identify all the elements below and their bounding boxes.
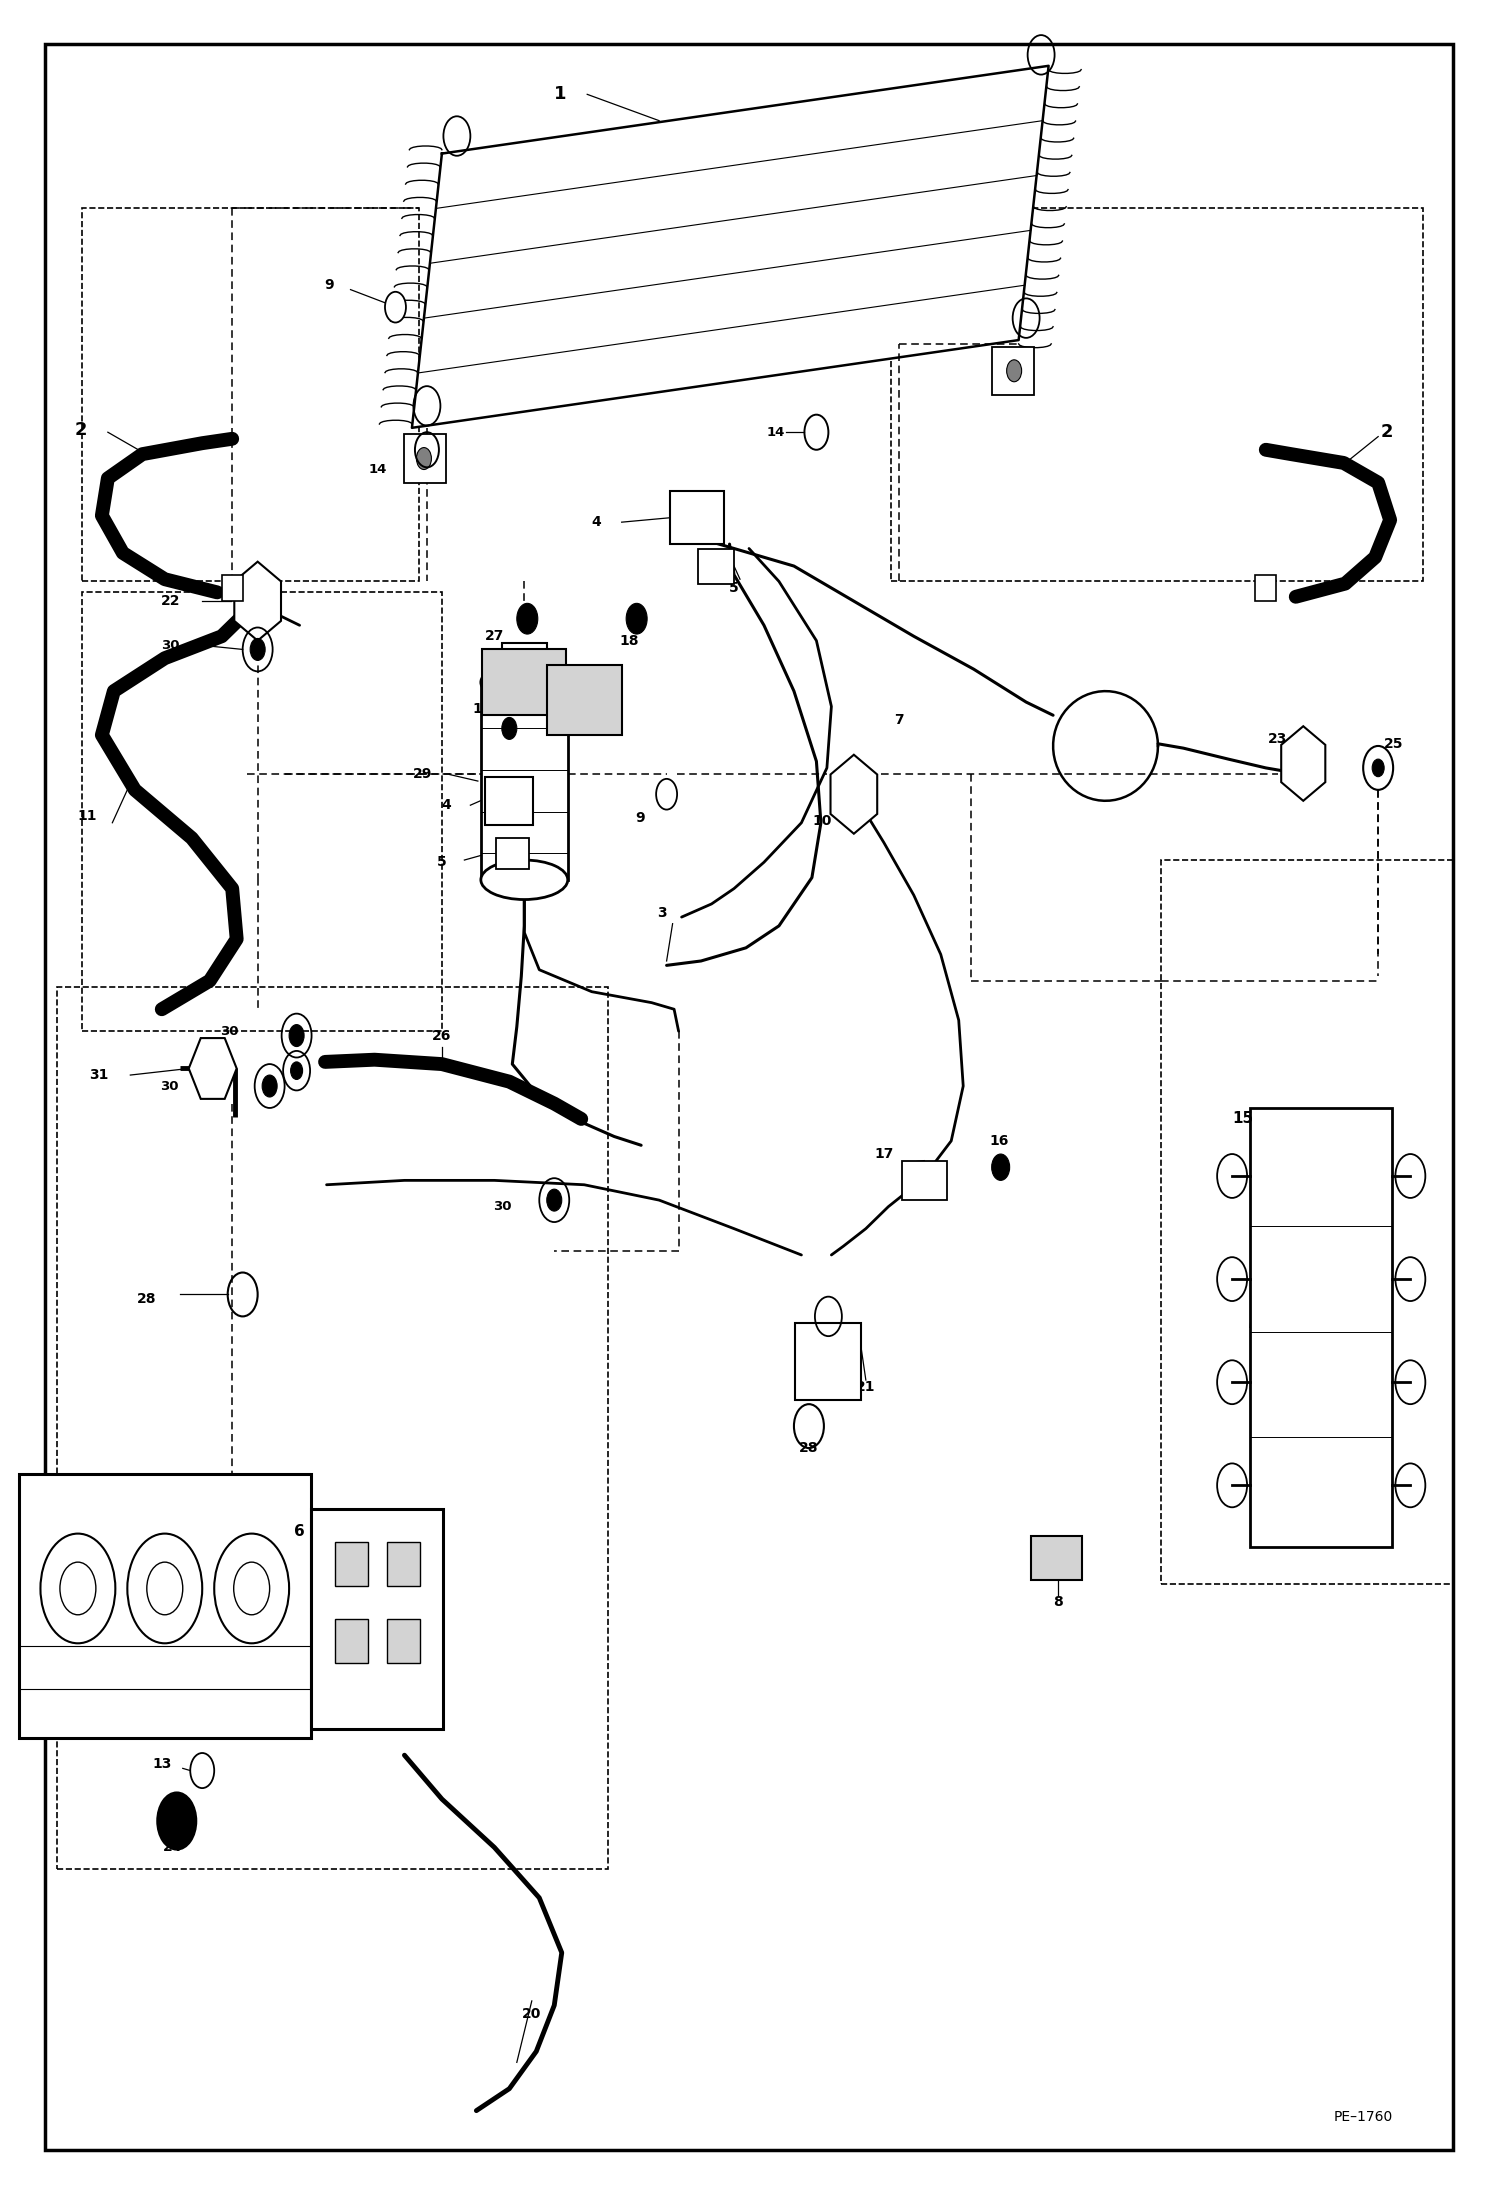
Bar [336, 1542, 369, 1586]
Circle shape [1372, 759, 1384, 777]
Text: 8: 8 [1053, 1595, 1062, 1608]
Text: 10: 10 [813, 814, 831, 827]
Text: 22: 22 [160, 595, 181, 608]
Polygon shape [412, 66, 1049, 428]
Bar [502, 643, 547, 682]
Circle shape [289, 1025, 304, 1047]
Text: 5: 5 [730, 581, 739, 595]
Bar [992, 347, 1034, 395]
Text: 6: 6 [294, 1525, 306, 1538]
Text: 12: 12 [592, 713, 613, 726]
Bar [388, 1619, 421, 1663]
Circle shape [291, 1062, 303, 1079]
Text: 9: 9 [325, 279, 334, 292]
Bar [404, 434, 446, 483]
Bar [496, 838, 529, 869]
Circle shape [547, 1189, 562, 1211]
Text: 11: 11 [76, 810, 97, 823]
Circle shape [992, 1154, 1010, 1180]
Bar [57, 987, 608, 1869]
Text: 13: 13 [153, 1757, 171, 1771]
Bar [388, 1542, 421, 1586]
Circle shape [517, 603, 538, 634]
Bar [336, 1619, 369, 1663]
Text: 28: 28 [798, 1441, 819, 1455]
Text: 29: 29 [413, 768, 431, 781]
Text: 24: 24 [162, 1841, 183, 1854]
Bar [312, 1509, 443, 1729]
Text: 21: 21 [855, 1380, 876, 1393]
Bar [1249, 1108, 1393, 1547]
Bar [481, 682, 568, 880]
Bar [18, 1474, 312, 1738]
Bar [82, 208, 419, 581]
Circle shape [157, 1792, 196, 1850]
Text: 4: 4 [442, 799, 451, 812]
Text: 4: 4 [592, 516, 601, 529]
Circle shape [385, 292, 406, 323]
Bar [1031, 1536, 1082, 1580]
Circle shape [416, 448, 431, 470]
Bar [82, 592, 442, 1031]
Bar [485, 777, 533, 825]
Circle shape [626, 603, 647, 634]
Circle shape [502, 717, 517, 739]
Text: 3: 3 [658, 906, 667, 919]
Circle shape [656, 779, 677, 810]
Text: 7: 7 [894, 713, 903, 726]
Circle shape [1007, 360, 1022, 382]
Ellipse shape [481, 860, 568, 900]
Text: 1: 1 [554, 86, 566, 103]
Circle shape [262, 1075, 277, 1097]
Text: 15: 15 [1233, 1112, 1254, 1126]
Text: 27: 27 [485, 630, 503, 643]
Bar [482, 649, 566, 715]
Bar [795, 1323, 861, 1400]
Text: 19: 19 [473, 702, 491, 715]
Text: 2: 2 [75, 421, 87, 439]
Text: 30: 30 [162, 638, 180, 652]
Circle shape [250, 638, 265, 660]
Text: 25: 25 [1383, 737, 1404, 750]
Text: 5: 5 [437, 856, 446, 869]
Text: 14: 14 [767, 426, 785, 439]
Text: 28: 28 [136, 1292, 157, 1305]
Text: 23: 23 [1269, 733, 1287, 746]
Bar [547, 665, 622, 735]
Bar [222, 575, 243, 601]
Text: 18: 18 [619, 634, 640, 647]
Text: 31: 31 [90, 1068, 108, 1082]
Text: 17: 17 [875, 1147, 893, 1161]
Bar [698, 548, 734, 584]
Text: 2: 2 [1381, 423, 1393, 441]
Circle shape [1363, 746, 1393, 790]
Bar [1161, 860, 1453, 1584]
Text: PE–1760: PE–1760 [1333, 2111, 1393, 2124]
Bar [891, 208, 1423, 581]
Text: 14: 14 [369, 463, 386, 476]
Bar [670, 491, 724, 544]
Bar [1255, 575, 1276, 601]
Ellipse shape [481, 663, 568, 702]
Text: 9: 9 [635, 812, 644, 825]
Bar [902, 1161, 947, 1200]
Text: 30: 30 [493, 1200, 511, 1213]
Text: 20: 20 [523, 2008, 541, 2021]
Text: 16: 16 [990, 1134, 1008, 1147]
Text: 30: 30 [160, 1079, 178, 1093]
Text: 30: 30 [220, 1025, 238, 1038]
Text: 26: 26 [433, 1029, 451, 1042]
